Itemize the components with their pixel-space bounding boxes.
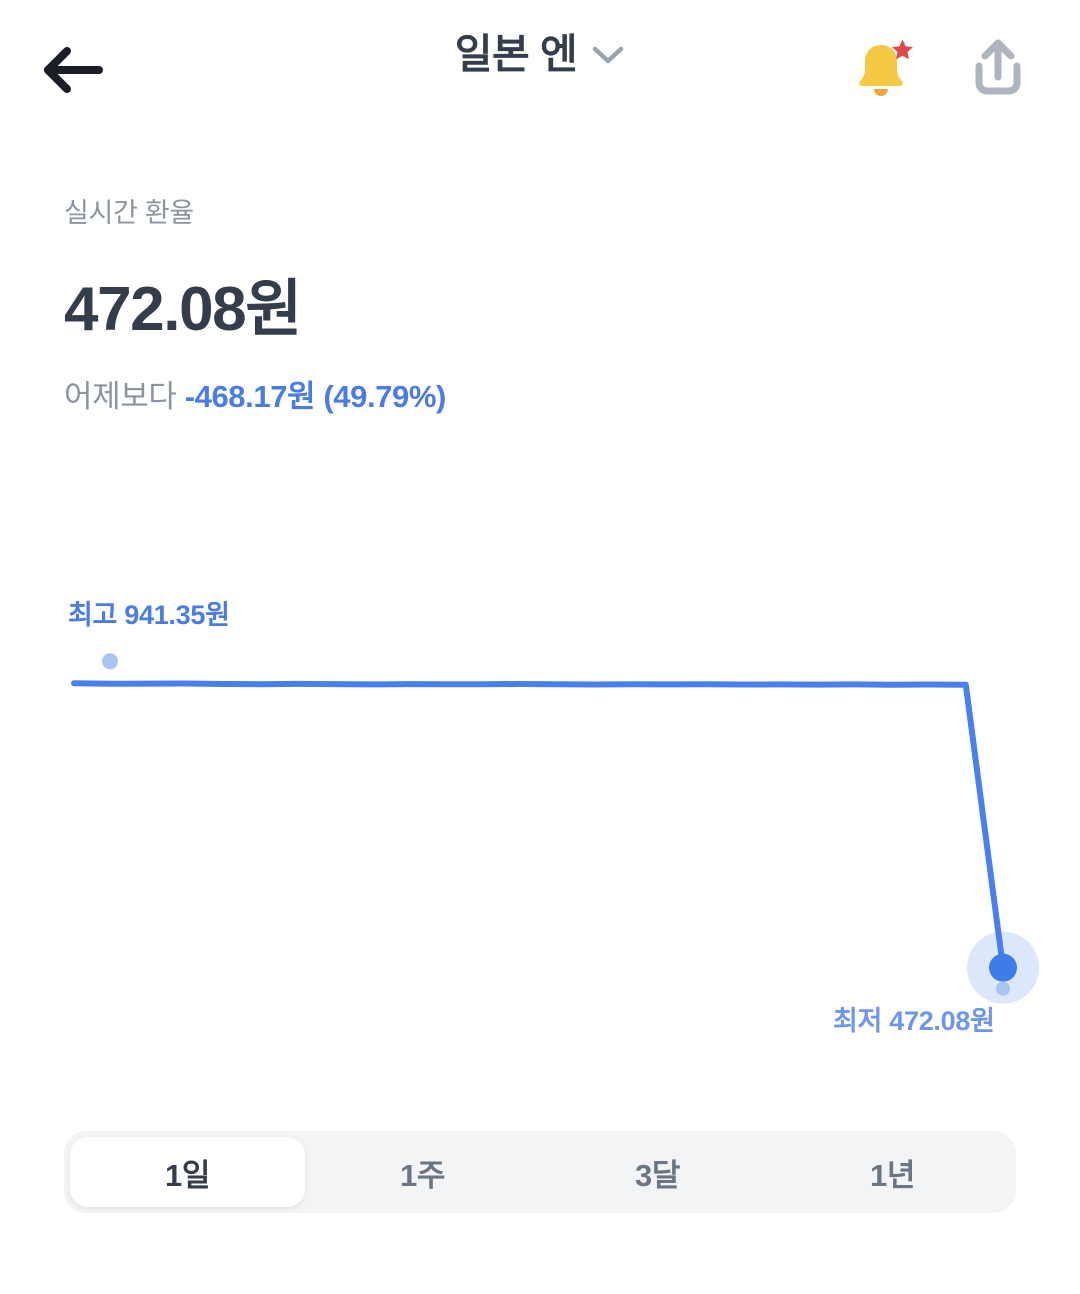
chevron-down-icon	[591, 44, 625, 71]
notification-button[interactable]	[844, 32, 920, 108]
share-button[interactable]	[960, 32, 1036, 108]
price-chart[interactable]: 최고 941.35원 최저 472.08원	[0, 560, 1080, 1080]
high-value-label: 최고 941.35원	[68, 600, 230, 630]
quote-block: 실시간 환율 472.08원 어제보다 -468.17원 (49.79%)	[64, 198, 964, 413]
change-value: -468.17원 (49.79%)	[184, 379, 447, 414]
chart-canvas	[71, 653, 1039, 1004]
change-prefix-label: 어제보다	[64, 379, 177, 414]
period-tab-label: 3달	[635, 1157, 680, 1193]
realtime-rate-label: 실시간 환율	[64, 198, 194, 228]
period-tab-1d[interactable]: 1일	[70, 1137, 305, 1207]
change-row: 어제보다 -468.17원 (49.79%)	[64, 381, 964, 412]
currency-selector-button[interactable]: 일본 엔	[455, 34, 626, 75]
period-tab-1y[interactable]: 1년	[775, 1137, 1010, 1207]
low-point-marker	[989, 953, 1017, 982]
low-value-label: 최저 472.08원	[833, 1006, 995, 1036]
period-tab-1w[interactable]: 1주	[305, 1137, 540, 1207]
page-title: 일본 엔	[454, 31, 578, 77]
price-line	[71, 680, 1006, 971]
low-point-sub-marker	[996, 981, 1010, 996]
period-tab-label: 1주	[400, 1157, 445, 1193]
share-upload-icon	[965, 35, 1031, 106]
period-tab-3m[interactable]: 3달	[540, 1137, 775, 1207]
arrow-left-icon	[41, 44, 103, 101]
current-price: 472.08원	[64, 275, 302, 344]
header-title-area: 일본 엔	[0, 34, 1080, 75]
period-tab-label: 1년	[870, 1157, 915, 1193]
period-tab-bar: 1일 1주 3달 1년	[64, 1131, 1016, 1213]
period-tab-label: 1일	[165, 1157, 210, 1193]
bell-icon	[847, 33, 917, 108]
high-point-marker	[102, 653, 118, 670]
back-button[interactable]	[36, 36, 108, 108]
app-header: 일본 엔	[0, 0, 1080, 140]
